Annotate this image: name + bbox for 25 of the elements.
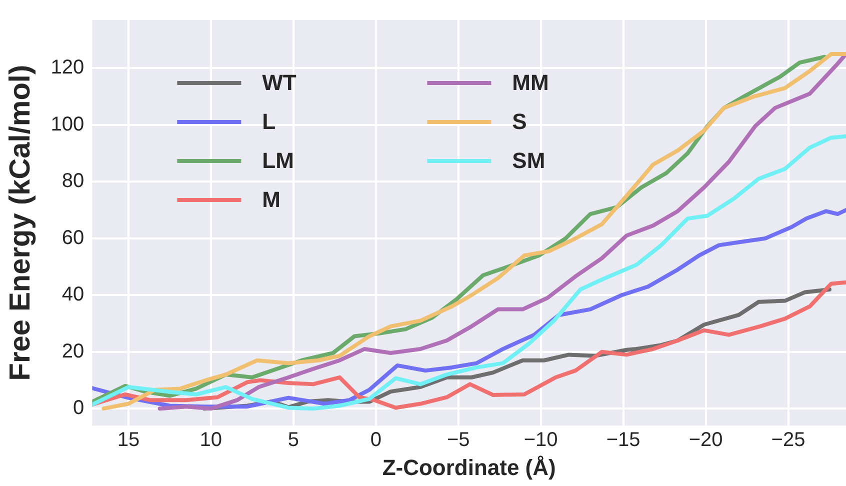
y-tick-label: 80 [62, 170, 84, 192]
legend-label: SM [512, 148, 546, 174]
x-tick-label: 0 [370, 429, 382, 452]
y-tick-label: 0 [73, 397, 84, 420]
legend-label: MM [512, 70, 549, 96]
x-tick-label: 15 [117, 429, 140, 452]
x-axis-title: Z-Coordinate (Å) [382, 454, 556, 480]
x-tick-label: −25 [771, 429, 806, 452]
legend-label: L [262, 109, 276, 134]
legend-label: LM [262, 148, 294, 174]
x-tick-label: −15 [606, 429, 640, 452]
x-tick-label: −10 [524, 429, 558, 452]
x-tick-label: 10 [200, 429, 222, 452]
x-tick-label: 5 [288, 429, 299, 452]
y-tick-label: 40 [62, 284, 84, 306]
x-tick-label: −5 [446, 429, 470, 452]
legend-label: S [512, 109, 527, 134]
legend-label: WT [262, 70, 297, 96]
y-axis-title: Free Energy (kCal/mol) [4, 64, 36, 381]
legend-label: M [262, 187, 280, 212]
y-tick-label: 60 [62, 226, 84, 249]
y-tick-label: 100 [50, 113, 84, 136]
x-tick-label: −20 [688, 429, 723, 452]
y-tick-label: 20 [62, 340, 84, 362]
y-tick-label: 120 [50, 56, 84, 79]
